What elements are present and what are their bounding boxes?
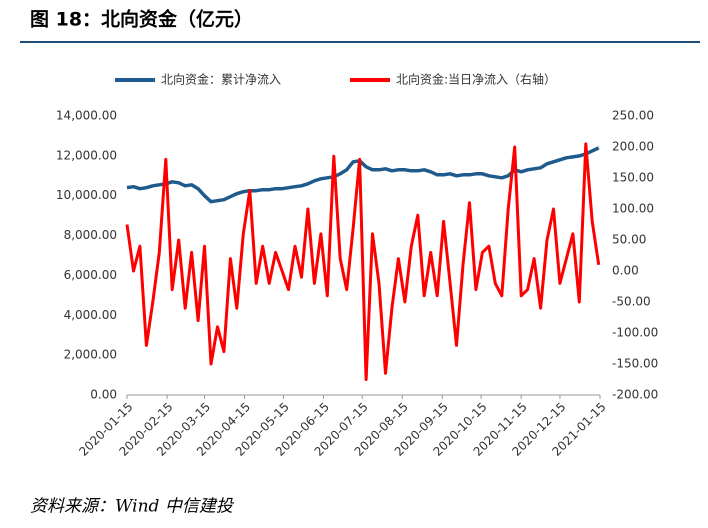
chart-title: 图 18：北向资金（亿元） (30, 8, 253, 31)
y2-tick-label: -100.00 (612, 326, 658, 340)
y-tick-label: 6,000.00 (64, 268, 117, 282)
y-tick-label: 10,000.00 (56, 188, 117, 202)
y2-tick-label: 0.00 (612, 264, 639, 278)
y2-tick-label: 250.00 (612, 109, 654, 123)
series-line (126, 146, 600, 204)
y2-tick-label: 50.00 (612, 233, 646, 247)
source: 资料来源：Wind 中信建投 (30, 497, 235, 517)
legend-label: 北向资金：累计净流入 (161, 72, 281, 87)
y-tick-label: 0.00 (90, 388, 117, 402)
y2-tick-label: -200.00 (612, 388, 658, 402)
y-tick-label: 2,000.00 (64, 348, 117, 362)
y2-tick-label: -50.00 (612, 295, 651, 309)
y2-tick-label: 150.00 (612, 171, 654, 185)
y2-tick-label: 100.00 (612, 202, 654, 216)
series-line (125, 142, 601, 381)
y2-tick-label: 200.00 (612, 140, 654, 154)
y-tick-label: 4,000.00 (64, 308, 117, 322)
y-tick-label: 8,000.00 (64, 228, 117, 242)
y2-tick-label: -150.00 (612, 357, 658, 371)
y-tick-label: 12,000.00 (56, 148, 117, 162)
legend-label: 北向资金:当日净流入（右轴） (396, 72, 556, 87)
y-tick-label: 14,000.00 (56, 109, 117, 123)
